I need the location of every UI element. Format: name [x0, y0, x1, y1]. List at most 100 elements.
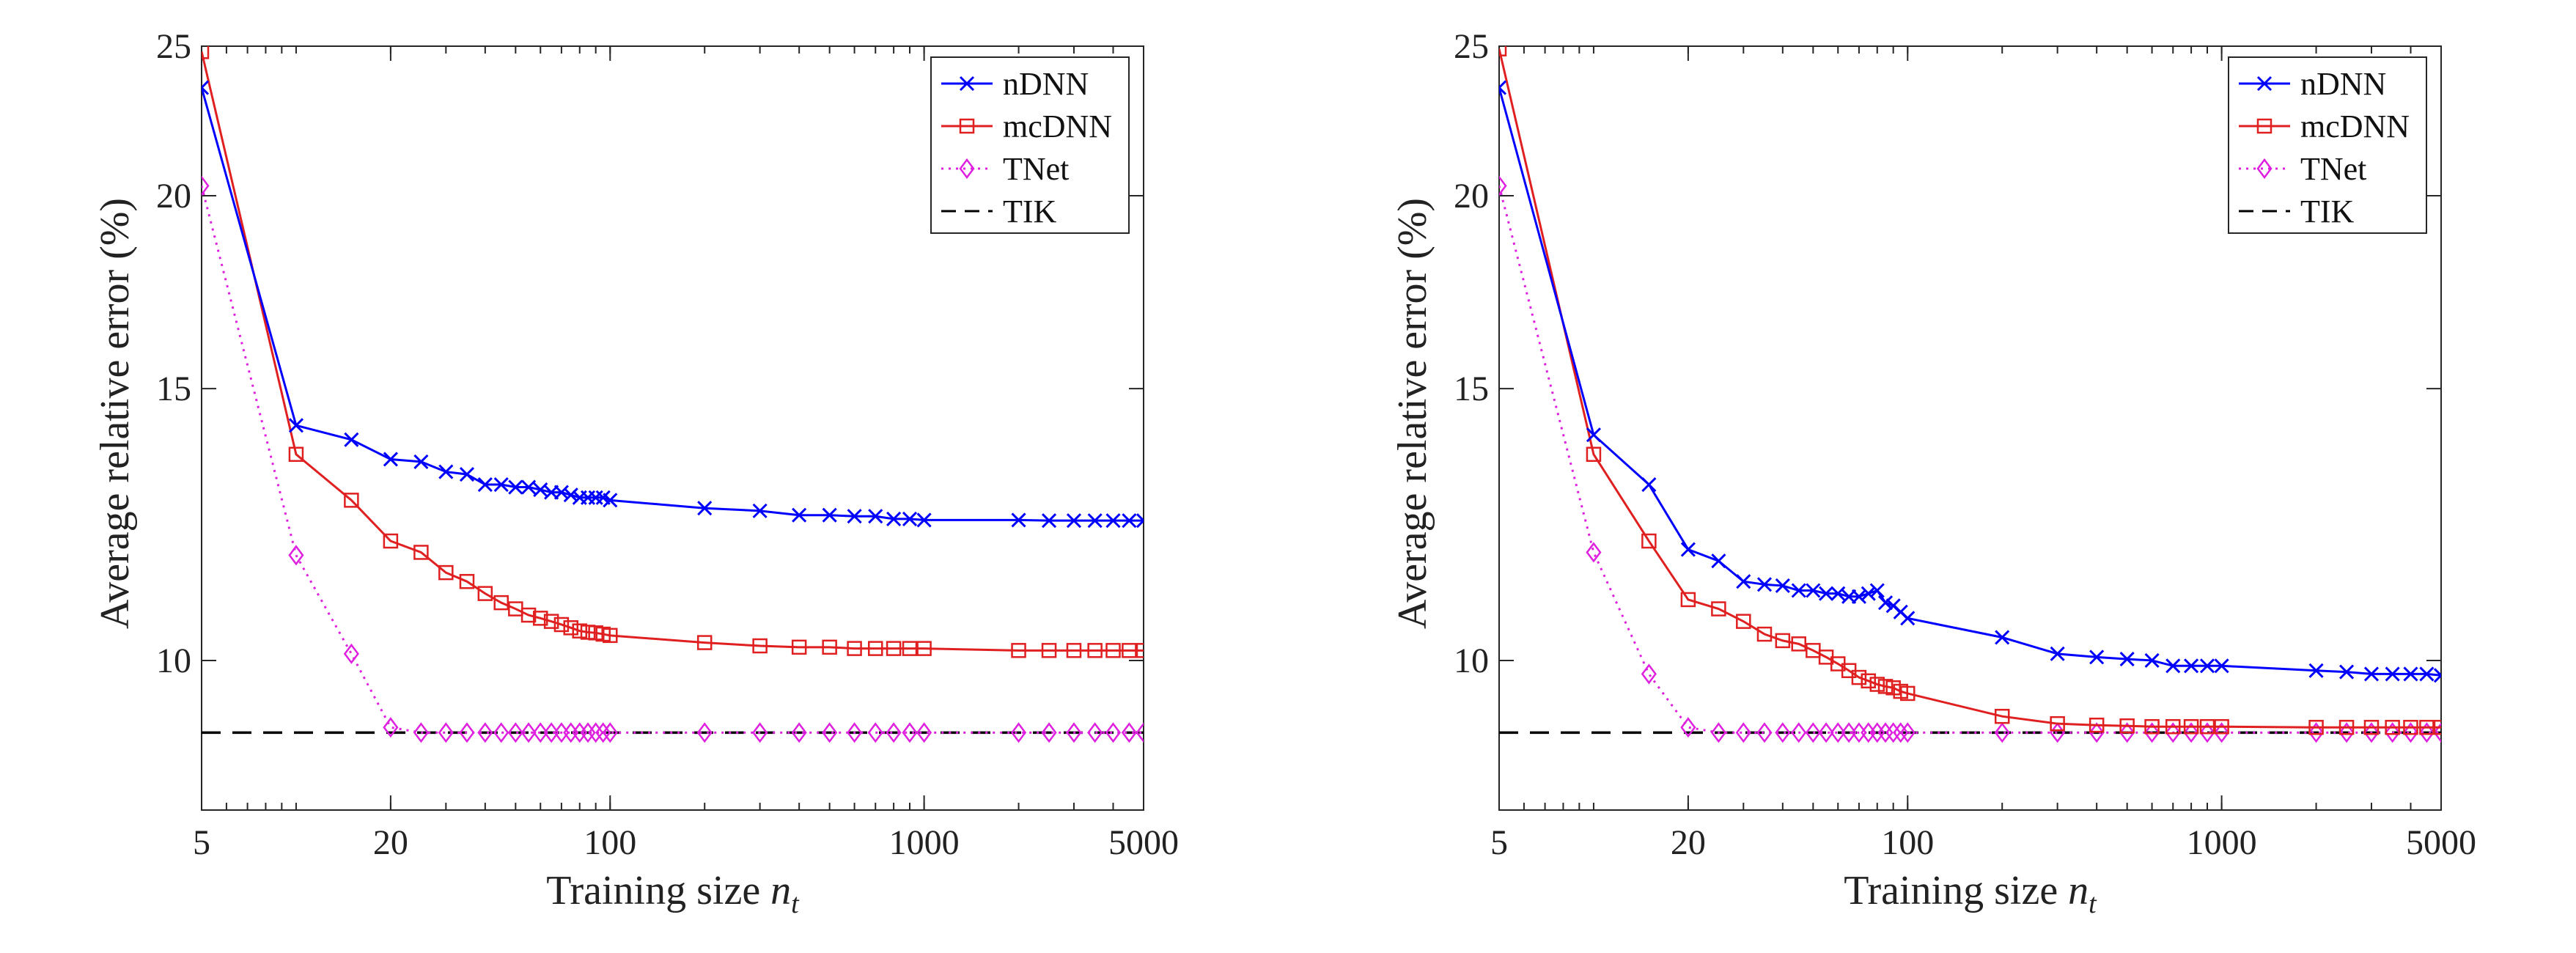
- series-point-mcdnn: [580, 625, 596, 640]
- series-point-tnet: [1830, 722, 1846, 743]
- series-point-mcdnn: [1499, 46, 1507, 56]
- x-tick-label: 5000: [1108, 823, 1179, 862]
- x-axis-title-subscript: t: [2089, 888, 2097, 919]
- series-point-mcdnn: [563, 620, 579, 636]
- series-point-mcdnn: [2308, 719, 2324, 735]
- series-point-mcdnn: [1011, 643, 1026, 658]
- series-point-ndnn: [1791, 583, 1806, 598]
- series-point-ndnn: [2363, 666, 2380, 682]
- series-point-tnet: [588, 722, 604, 743]
- series-point-tnet: [532, 722, 548, 743]
- series-point-mcdnn: [1851, 669, 1867, 685]
- series-point-ndnn: [553, 485, 569, 500]
- series-point-ndnn: [847, 509, 862, 524]
- series-point-ndnn: [383, 452, 398, 467]
- series-point-tnet: [602, 722, 618, 743]
- series-point-tnet: [2363, 722, 2380, 743]
- series-point-tnet: [477, 722, 493, 743]
- series-point-mcdnn: [1869, 677, 1885, 692]
- series-point-mcdnn: [2199, 718, 2215, 735]
- series-point-tnet: [1105, 722, 1122, 743]
- legend-label-mcdnn: mcDNN: [1003, 108, 1112, 144]
- series-point-ndnn: [2433, 668, 2441, 683]
- series-point-ndnn: [413, 454, 429, 469]
- series-point-ndnn: [2050, 646, 2065, 661]
- series-point-tnet: [1841, 722, 1857, 743]
- x-axis-title: Training size nt: [546, 868, 800, 919]
- series-point-ndnn: [603, 493, 618, 508]
- series-point-ndnn: [1877, 595, 1894, 611]
- series-point-mcdnn: [2419, 719, 2435, 735]
- y-tick-label: 20: [1454, 177, 1489, 216]
- series-point-tnet: [1010, 722, 1027, 743]
- series-point-tnet: [1805, 722, 1821, 743]
- series-point-tnet: [2183, 722, 2199, 743]
- series-point-mcdnn: [1087, 643, 1103, 658]
- series-point-mcdnn: [2433, 719, 2441, 735]
- series-point-mcdnn: [1775, 633, 1791, 649]
- series-point-ndnn: [1851, 589, 1866, 604]
- series-point-mcdnn: [791, 639, 807, 655]
- series-point-ndnn: [916, 512, 932, 528]
- series-point-tnet: [1818, 722, 1834, 743]
- series-point-tnet: [1087, 722, 1103, 743]
- series-point-ndnn: [2403, 666, 2418, 682]
- series-point-ndnn: [1711, 553, 1726, 569]
- x-axis-title-subscript: t: [791, 888, 800, 919]
- chart-left: 5 20 100 1000 5000 10 15 20 25 Training size nt Ave…: [92, 27, 1179, 919]
- series-point-ndnn: [1830, 586, 1846, 601]
- series-point-tnet: [413, 722, 429, 743]
- series-point-ndnn: [697, 501, 713, 516]
- series-point-mcdnn: [1066, 643, 1082, 658]
- series-point-ndnn: [508, 479, 523, 495]
- series-point-ndnn: [1105, 513, 1121, 529]
- series-point-mcdnn: [520, 607, 537, 623]
- series-point-ndnn: [2119, 652, 2135, 667]
- series-point-ndnn: [493, 476, 509, 493]
- series-point-mcdnn: [902, 641, 918, 656]
- series-point-mcdnn: [1711, 601, 1726, 617]
- series-line-tnet: [1499, 185, 2441, 734]
- plot-data-layer: [1499, 46, 2441, 743]
- legend-label-ndnn: nDNN: [2300, 66, 2386, 102]
- series-point-tnet: [383, 717, 399, 738]
- series-point-tnet: [847, 722, 863, 743]
- series-point-tnet: [595, 722, 611, 743]
- series-point-tnet: [2433, 722, 2441, 743]
- plot-area-frame: [201, 45, 1144, 811]
- series-point-ndnn: [2144, 652, 2160, 668]
- series-point-tnet: [1899, 722, 1916, 743]
- series-point-mcdnn: [1680, 592, 1696, 608]
- series-point-mcdnn: [383, 533, 399, 549]
- x-tick-label: 20: [1671, 823, 1706, 862]
- series-point-tnet: [752, 722, 768, 743]
- series-point-mcdnn: [477, 586, 493, 601]
- series-point-tnet: [1735, 722, 1751, 743]
- series-point-mcdnn: [1877, 679, 1894, 694]
- series-point-mcdnn: [2363, 719, 2380, 735]
- legend-marker-mcdnn: [2256, 118, 2273, 134]
- series-point-ndnn: [1995, 630, 2010, 645]
- series-point-mcdnn: [1994, 708, 2010, 724]
- series-point-tnet: [1066, 722, 1082, 743]
- series-point-mcdnn: [916, 641, 932, 656]
- series-point-tnet: [2199, 722, 2215, 743]
- series-point-mcdnn: [603, 628, 618, 644]
- series-point-tnet: [2418, 722, 2435, 743]
- series-point-mcdnn: [752, 638, 768, 654]
- series-point-ndnn: [1869, 583, 1885, 598]
- series-point-ndnn: [344, 432, 359, 447]
- series-point-mcdnn: [2385, 719, 2400, 735]
- series-point-tnet: [2214, 722, 2230, 743]
- series-point-ndnn: [2165, 658, 2181, 674]
- series-point-tnet: [1756, 722, 1773, 743]
- series-point-mcdnn: [1900, 685, 1916, 702]
- series-point-ndnn: [2089, 650, 2105, 665]
- series-point-mcdnn: [2165, 718, 2181, 735]
- x-axis-title-variable: n: [2068, 868, 2089, 913]
- x-tick-label: 100: [584, 823, 636, 862]
- series-point-tnet: [543, 722, 559, 743]
- series-point-ndnn: [1087, 513, 1103, 529]
- chart-right: 5 20 100 1000 5000 10 15 20 25 Training size nt Ave…: [1390, 27, 2476, 919]
- series-point-tnet: [2308, 722, 2325, 743]
